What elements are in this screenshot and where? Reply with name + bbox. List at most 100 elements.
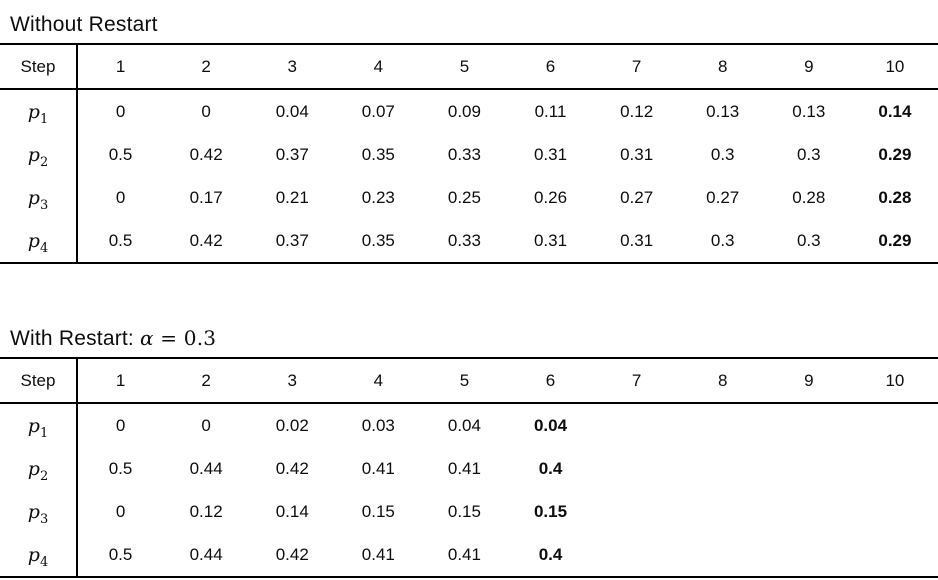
- without-restart-title: Without Restart: [0, 0, 938, 43]
- cell-p3-step6: 0.15: [533, 501, 568, 521]
- cell-p2-step10: 0.29: [878, 144, 912, 164]
- cell-p3-step4: 0.15: [361, 501, 395, 521]
- row-subscript: 2: [39, 154, 49, 170]
- cell-p4-step7: [594, 533, 680, 577]
- cell-p4-step5: 0.33: [447, 230, 481, 250]
- cell-p2-step1: 0.5: [108, 144, 133, 164]
- with-restart-section: With Restart: α = 0.3 Step 1 2 3 4 5 6 7 8 9 10 p1…: [0, 314, 938, 578]
- cell-p2-step5: 0.41: [447, 458, 481, 478]
- step-col-header-8: 8: [717, 56, 728, 76]
- row-label-p4: p4: [0, 533, 78, 577]
- cell-p2-step8: [680, 447, 766, 490]
- row-variable: p: [27, 457, 40, 480]
- cell-p4-step2: 0.44: [189, 544, 223, 564]
- step-col-header-9: 9: [804, 370, 814, 390]
- cell-p3-step2: 0.12: [189, 501, 223, 521]
- cell-p2-step2: 0.42: [189, 144, 223, 164]
- table-row-p2: p2 0.5 0.42 0.37 0.35 0.33 0.31 0.31 0.3 0.3 0.29: [0, 133, 938, 176]
- cell-p1-step9: [766, 403, 852, 447]
- step-col-header-6: 6: [545, 370, 556, 390]
- cell-p3-step5: 0.25: [447, 187, 481, 207]
- table-row-p4: p4 0.5 0.44 0.42 0.41 0.41 0.4: [0, 533, 938, 577]
- cell-p4-step3: 0.42: [275, 544, 309, 564]
- row-label-p1: p1: [0, 89, 78, 133]
- row-subscript: 4: [39, 554, 49, 570]
- cell-p2-step3: 0.37: [275, 144, 309, 164]
- cell-p1-step9: 0.13: [792, 101, 826, 121]
- cell-p3-step10: 0.28: [878, 187, 912, 207]
- alpha-value: = 0.3: [153, 326, 217, 350]
- without-restart-table: Step 1 2 3 4 5 6 7 8 9 10 p1 0 0 0.04 0.07 0.09 0.11 0.12…: [0, 43, 938, 264]
- cell-p4-step9: [766, 533, 852, 577]
- cell-p3-step5: 0.15: [447, 501, 481, 521]
- without-restart-section: Without Restart Step 1 2 3 4 5 6 7 8 9 10 p1 0 0 0.04…: [0, 0, 938, 264]
- cell-p2-step10: [852, 447, 938, 490]
- cell-p4-step4: 0.35: [361, 230, 395, 250]
- step-col-header-3: 3: [287, 56, 297, 76]
- cell-p3-step3: 0.21: [275, 187, 309, 207]
- step-col-header-2: 2: [201, 56, 211, 76]
- row-subscript: 3: [39, 511, 49, 527]
- step-col-header-10: 10: [885, 56, 905, 76]
- alpha-symbol: α: [140, 326, 154, 350]
- title-text: With Restart:: [10, 327, 140, 350]
- row-variable: p: [27, 229, 40, 252]
- cell-p1-step6: 0.04: [533, 415, 568, 435]
- cell-p3-step8: 0.27: [706, 187, 740, 207]
- step-col-header-7: 7: [631, 370, 642, 390]
- step-col-header-6: 6: [545, 56, 556, 76]
- step-col-header-3: 3: [287, 370, 297, 390]
- cell-p1-step3: 0.02: [275, 415, 309, 435]
- cell-p2-step4: 0.35: [361, 144, 395, 164]
- step-col-header-1: 1: [115, 370, 126, 390]
- cell-p3-step1: 0: [115, 187, 126, 207]
- cell-p3-step6: 0.26: [533, 187, 568, 207]
- cell-p4-step10: [852, 533, 938, 577]
- cell-p1-step2: 0: [201, 101, 211, 121]
- cell-p4-step2: 0.42: [189, 230, 223, 250]
- row-subscript: 1: [39, 425, 49, 441]
- cell-p1-step7: 0.12: [620, 101, 654, 121]
- cell-p4-step6: 0.31: [533, 230, 568, 250]
- cell-p2-step1: 0.5: [108, 458, 133, 478]
- cell-p1-step3: 0.04: [275, 101, 309, 121]
- cell-p1-step1: 0: [115, 415, 126, 435]
- cell-p1-step10: 0.14: [878, 101, 912, 121]
- cell-p1-step8: 0.13: [706, 101, 740, 121]
- cell-p1-step10: [852, 403, 938, 447]
- step-col-header-4: 4: [373, 56, 384, 76]
- cell-p3-step9: [766, 490, 852, 533]
- table-row-p3: p3 0 0.17 0.21 0.23 0.25 0.26 0.27 0.27 0.28 0.28: [0, 176, 938, 219]
- cell-p1-step8: [680, 403, 766, 447]
- cell-p4-step6: 0.4: [538, 544, 563, 564]
- cell-p3-step3: 0.14: [275, 501, 309, 521]
- table-row-p1: p1 0 0 0.02 0.03 0.04 0.04: [0, 403, 938, 447]
- cell-p2-step7: 0.31: [620, 144, 654, 164]
- cell-p2-step8: 0.3: [710, 144, 735, 164]
- cell-p4-step10: 0.29: [878, 230, 912, 250]
- cell-p4-step5: 0.41: [447, 544, 481, 564]
- cell-p2-step6: 0.4: [538, 458, 563, 478]
- header-row: Step 1 2 3 4 5 6 7 8 9 10: [0, 358, 938, 403]
- cell-p3-step9: 0.28: [792, 187, 826, 207]
- cell-p4-step8: [680, 533, 766, 577]
- cell-p3-step4: 0.23: [361, 187, 395, 207]
- cell-p1-step1: 0: [115, 101, 126, 121]
- row-label-p1: p1: [0, 403, 78, 447]
- cell-p1-step4: 0.03: [361, 415, 395, 435]
- cell-p4-step4: 0.41: [361, 544, 395, 564]
- row-label-p4: p4: [0, 219, 78, 263]
- row-label-p2: p2: [0, 133, 78, 176]
- cell-p1-step6: 0.11: [534, 101, 567, 121]
- cell-p1-step5: 0.04: [447, 415, 481, 435]
- cell-p1-step2: 0: [201, 415, 211, 435]
- step-col-header-5: 5: [459, 56, 470, 76]
- table-row-p3: p3 0 0.12 0.14 0.15 0.15 0.15: [0, 490, 938, 533]
- cell-p3-step7: [594, 490, 680, 533]
- cell-p2-step9: [766, 447, 852, 490]
- cell-p1-step7: [594, 403, 680, 447]
- cell-p1-step5: 0.09: [447, 101, 481, 121]
- row-label-p3: p3: [0, 490, 78, 533]
- cell-p3-step10: [852, 490, 938, 533]
- step-col-header-9: 9: [804, 56, 814, 76]
